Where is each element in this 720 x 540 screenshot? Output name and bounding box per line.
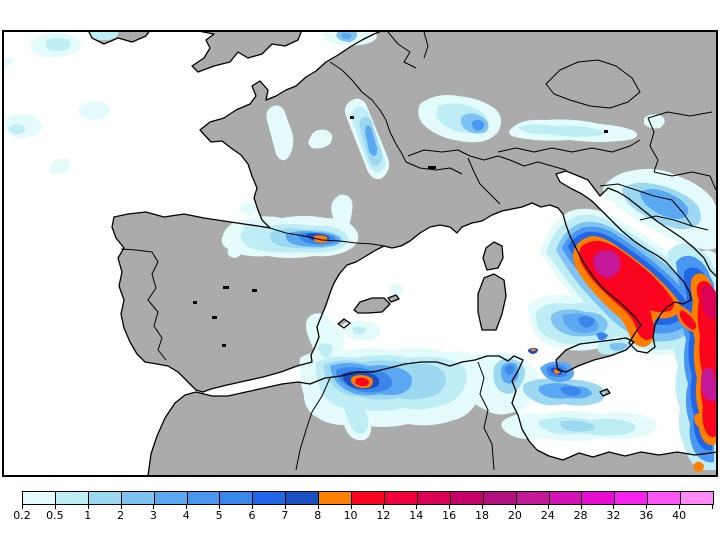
land-menorca [388, 295, 399, 302]
colorbar-tick [186, 505, 188, 509]
colorbar-label: 1 [84, 509, 92, 522]
colorbar-segment [120, 492, 154, 504]
precipitation-field [4, 32, 716, 472]
colorbar-segment [219, 492, 253, 504]
colorbar-segment [87, 492, 121, 504]
colorbar-label: 2 [117, 509, 125, 522]
colorbar-tick [350, 505, 352, 509]
colorbar-segment [54, 492, 88, 504]
colorbar-tick [646, 505, 648, 509]
colorbar-label: 36 [639, 509, 654, 522]
land-corsica [483, 242, 503, 270]
colorbar-segment [318, 492, 352, 504]
colorbar-label: 6 [248, 509, 256, 522]
colorbar-segment [252, 492, 286, 504]
colorbar-tick [22, 505, 23, 509]
coastlines [88, 32, 716, 475]
colorbar-segment [416, 492, 450, 504]
colorbar-label: 28 [573, 509, 588, 522]
colorbar-segment [449, 492, 483, 504]
colorbar-tick [284, 505, 286, 509]
land-england [192, 32, 302, 72]
colorbar-segment [680, 492, 714, 504]
colorbar-tick [613, 505, 615, 509]
colorbar-tick [679, 505, 681, 509]
colorbar-segment [515, 492, 549, 504]
colorbar-tick [416, 505, 418, 509]
colorbar-label: 24 [540, 509, 555, 522]
colorbar-tick [712, 505, 713, 509]
colorbar-label: 16 [442, 509, 457, 522]
colorbar-segment [383, 492, 417, 504]
colorbar-segment [548, 492, 582, 504]
colorbar-label: 0.2 [13, 509, 31, 522]
colorbar-segment [153, 492, 187, 504]
precipitation-map-frame [2, 30, 718, 477]
colorbar-segment [23, 492, 55, 504]
colorbar-label: 10 [343, 509, 358, 522]
colorbar-segment [351, 492, 384, 504]
colorbar-tick [54, 505, 56, 509]
land-sardinia [478, 274, 506, 330]
colorbar-label: 8 [314, 509, 322, 522]
colorbar: 0.2 0.5 1 2 3 4 5 6 7 8 10 12 14 16 18 20 24 28 32 36 40 [13, 491, 714, 525]
colorbar-label: 12 [376, 509, 391, 522]
colorbar-tick [219, 505, 221, 509]
colorbar-tick [449, 505, 451, 509]
colorbar-segment [186, 492, 220, 504]
lakes [193, 116, 608, 347]
colorbar-label: 5 [215, 509, 223, 522]
colorbar-tick [580, 505, 582, 509]
colorbar-segment [614, 492, 648, 504]
colorbar-tick [317, 505, 319, 509]
colorbar-tick [547, 505, 549, 509]
colorbar-tick [252, 505, 253, 509]
colorbar-label: 7 [281, 509, 289, 522]
colorbar-label: 32 [606, 509, 621, 522]
colorbar-tick [120, 505, 122, 509]
colorbar-label: 0.5 [46, 509, 64, 522]
colorbar-label: 14 [409, 509, 424, 522]
country-borders [120, 32, 716, 471]
colorbar-label: 20 [507, 509, 522, 522]
colorbar-tick [383, 505, 385, 509]
colorbar-tick [153, 505, 155, 509]
colorbar-tick [514, 505, 516, 509]
colorbar-segment [581, 492, 615, 504]
colorbar-label: 4 [182, 509, 190, 522]
colorbar-segment [285, 492, 319, 504]
colorbar-label: 18 [475, 509, 489, 522]
precipitation-map [4, 32, 716, 475]
colorbar-segment [647, 492, 681, 504]
colorbar-label: 3 [149, 509, 157, 522]
land-mallorca [354, 298, 390, 313]
colorbar-tick [482, 505, 483, 509]
colorbar-tick [87, 505, 89, 509]
colorbar-label: 40 [672, 509, 687, 522]
colorbar-segment [482, 492, 516, 504]
colorbar-bar [22, 491, 714, 505]
